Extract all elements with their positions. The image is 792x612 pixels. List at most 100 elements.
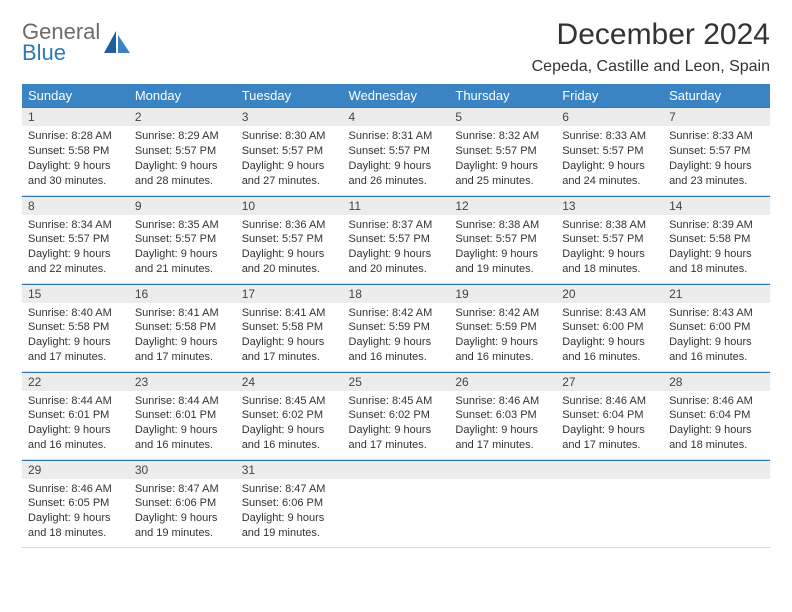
month-title: December 2024 — [532, 18, 770, 52]
calendar-row: 29Sunrise: 8:46 AMSunset: 6:05 PMDayligh… — [22, 459, 770, 547]
calendar-cell: 14Sunrise: 8:39 AMSunset: 5:58 PMDayligh… — [663, 195, 770, 283]
calendar-cell — [663, 459, 770, 547]
brand-sail-icon — [102, 29, 132, 57]
day-number-empty — [343, 460, 450, 479]
day-details: Sunrise: 8:38 AMSunset: 5:57 PMDaylight:… — [556, 215, 663, 281]
day-number: 17 — [236, 284, 343, 303]
day-number: 28 — [663, 372, 770, 391]
calendar-cell: 17Sunrise: 8:41 AMSunset: 5:58 PMDayligh… — [236, 283, 343, 371]
brand-part2: Blue — [22, 40, 66, 65]
calendar-cell: 6Sunrise: 8:33 AMSunset: 5:57 PMDaylight… — [556, 107, 663, 195]
day-details: Sunrise: 8:45 AMSunset: 6:02 PMDaylight:… — [236, 391, 343, 457]
header: General Blue December 2024 Cepeda, Casti… — [22, 18, 770, 76]
calendar-cell: 26Sunrise: 8:46 AMSunset: 6:03 PMDayligh… — [449, 371, 556, 459]
day-number: 31 — [236, 460, 343, 479]
day-details: Sunrise: 8:44 AMSunset: 6:01 PMDaylight:… — [129, 391, 236, 457]
day-details: Sunrise: 8:45 AMSunset: 6:02 PMDaylight:… — [343, 391, 450, 457]
weekday-header: Friday — [556, 84, 663, 107]
calendar-cell: 5Sunrise: 8:32 AMSunset: 5:57 PMDaylight… — [449, 107, 556, 195]
calendar-body: 1Sunrise: 8:28 AMSunset: 5:58 PMDaylight… — [22, 107, 770, 547]
day-number: 22 — [22, 372, 129, 391]
calendar-cell: 13Sunrise: 8:38 AMSunset: 5:57 PMDayligh… — [556, 195, 663, 283]
calendar-cell: 27Sunrise: 8:46 AMSunset: 6:04 PMDayligh… — [556, 371, 663, 459]
day-number: 24 — [236, 372, 343, 391]
calendar-cell: 16Sunrise: 8:41 AMSunset: 5:58 PMDayligh… — [129, 283, 236, 371]
calendar-table: SundayMondayTuesdayWednesdayThursdayFrid… — [22, 84, 770, 548]
calendar-cell — [449, 459, 556, 547]
day-details: Sunrise: 8:47 AMSunset: 6:06 PMDaylight:… — [236, 479, 343, 545]
day-number: 6 — [556, 107, 663, 126]
calendar-cell: 2Sunrise: 8:29 AMSunset: 5:57 PMDaylight… — [129, 107, 236, 195]
day-details: Sunrise: 8:33 AMSunset: 5:57 PMDaylight:… — [556, 126, 663, 192]
day-details: Sunrise: 8:46 AMSunset: 6:04 PMDaylight:… — [663, 391, 770, 457]
calendar-cell: 20Sunrise: 8:43 AMSunset: 6:00 PMDayligh… — [556, 283, 663, 371]
day-number-empty — [663, 460, 770, 479]
calendar-cell: 30Sunrise: 8:47 AMSunset: 6:06 PMDayligh… — [129, 459, 236, 547]
day-details: Sunrise: 8:31 AMSunset: 5:57 PMDaylight:… — [343, 126, 450, 192]
day-details: Sunrise: 8:29 AMSunset: 5:57 PMDaylight:… — [129, 126, 236, 192]
day-details: Sunrise: 8:30 AMSunset: 5:57 PMDaylight:… — [236, 126, 343, 192]
day-details: Sunrise: 8:37 AMSunset: 5:57 PMDaylight:… — [343, 215, 450, 281]
day-number: 18 — [343, 284, 450, 303]
calendar-cell: 8Sunrise: 8:34 AMSunset: 5:57 PMDaylight… — [22, 195, 129, 283]
day-number: 29 — [22, 460, 129, 479]
weekday-header: Sunday — [22, 84, 129, 107]
day-number: 21 — [663, 284, 770, 303]
day-number: 3 — [236, 107, 343, 126]
weekday-header: Thursday — [449, 84, 556, 107]
calendar-cell: 28Sunrise: 8:46 AMSunset: 6:04 PMDayligh… — [663, 371, 770, 459]
day-details: Sunrise: 8:46 AMSunset: 6:04 PMDaylight:… — [556, 391, 663, 457]
brand-logo: General Blue — [22, 22, 132, 64]
day-number: 15 — [22, 284, 129, 303]
title-block: December 2024 Cepeda, Castille and Leon,… — [532, 18, 770, 76]
day-details: Sunrise: 8:36 AMSunset: 5:57 PMDaylight:… — [236, 215, 343, 281]
calendar-cell: 12Sunrise: 8:38 AMSunset: 5:57 PMDayligh… — [449, 195, 556, 283]
calendar-cell — [556, 459, 663, 547]
day-details: Sunrise: 8:46 AMSunset: 6:03 PMDaylight:… — [449, 391, 556, 457]
day-number: 14 — [663, 196, 770, 215]
day-number-empty — [556, 460, 663, 479]
calendar-cell: 1Sunrise: 8:28 AMSunset: 5:58 PMDaylight… — [22, 107, 129, 195]
calendar-row: 1Sunrise: 8:28 AMSunset: 5:58 PMDaylight… — [22, 107, 770, 195]
calendar-cell: 24Sunrise: 8:45 AMSunset: 6:02 PMDayligh… — [236, 371, 343, 459]
day-number: 11 — [343, 196, 450, 215]
day-details: Sunrise: 8:39 AMSunset: 5:58 PMDaylight:… — [663, 215, 770, 281]
day-number-empty — [449, 460, 556, 479]
day-number: 16 — [129, 284, 236, 303]
day-details: Sunrise: 8:40 AMSunset: 5:58 PMDaylight:… — [22, 303, 129, 369]
calendar-cell: 25Sunrise: 8:45 AMSunset: 6:02 PMDayligh… — [343, 371, 450, 459]
calendar-cell: 11Sunrise: 8:37 AMSunset: 5:57 PMDayligh… — [343, 195, 450, 283]
day-number: 19 — [449, 284, 556, 303]
day-number: 8 — [22, 196, 129, 215]
day-details: Sunrise: 8:28 AMSunset: 5:58 PMDaylight:… — [22, 126, 129, 192]
day-details: Sunrise: 8:38 AMSunset: 5:57 PMDaylight:… — [449, 215, 556, 281]
day-details: Sunrise: 8:41 AMSunset: 5:58 PMDaylight:… — [236, 303, 343, 369]
day-number: 30 — [129, 460, 236, 479]
calendar-cell: 9Sunrise: 8:35 AMSunset: 5:57 PMDaylight… — [129, 195, 236, 283]
day-number: 25 — [343, 372, 450, 391]
weekday-header: Saturday — [663, 84, 770, 107]
calendar-cell: 19Sunrise: 8:42 AMSunset: 5:59 PMDayligh… — [449, 283, 556, 371]
calendar-cell: 22Sunrise: 8:44 AMSunset: 6:01 PMDayligh… — [22, 371, 129, 459]
calendar-cell: 7Sunrise: 8:33 AMSunset: 5:57 PMDaylight… — [663, 107, 770, 195]
calendar-row: 22Sunrise: 8:44 AMSunset: 6:01 PMDayligh… — [22, 371, 770, 459]
calendar-cell: 10Sunrise: 8:36 AMSunset: 5:57 PMDayligh… — [236, 195, 343, 283]
day-number: 23 — [129, 372, 236, 391]
calendar-cell: 21Sunrise: 8:43 AMSunset: 6:00 PMDayligh… — [663, 283, 770, 371]
day-number: 1 — [22, 107, 129, 126]
calendar-cell: 29Sunrise: 8:46 AMSunset: 6:05 PMDayligh… — [22, 459, 129, 547]
location: Cepeda, Castille and Leon, Spain — [532, 58, 770, 76]
day-number: 10 — [236, 196, 343, 215]
brand-text: General Blue — [22, 22, 100, 64]
calendar-cell: 15Sunrise: 8:40 AMSunset: 5:58 PMDayligh… — [22, 283, 129, 371]
day-number: 12 — [449, 196, 556, 215]
day-details: Sunrise: 8:42 AMSunset: 5:59 PMDaylight:… — [449, 303, 556, 369]
calendar-cell: 31Sunrise: 8:47 AMSunset: 6:06 PMDayligh… — [236, 459, 343, 547]
calendar-head: SundayMondayTuesdayWednesdayThursdayFrid… — [22, 84, 770, 107]
weekday-header: Tuesday — [236, 84, 343, 107]
day-details: Sunrise: 8:33 AMSunset: 5:57 PMDaylight:… — [663, 126, 770, 192]
weekday-header: Monday — [129, 84, 236, 107]
calendar-cell — [343, 459, 450, 547]
day-number: 27 — [556, 372, 663, 391]
day-details: Sunrise: 8:46 AMSunset: 6:05 PMDaylight:… — [22, 479, 129, 545]
